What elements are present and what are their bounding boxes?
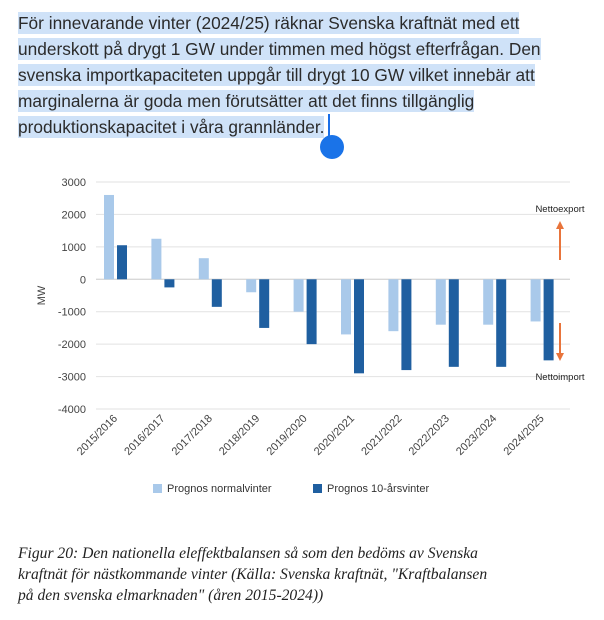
paragraph-line: marginalerna är goda men förutsätter att…	[18, 90, 475, 112]
caption-line: på den svenska elmarknaden" (åren 2015-2…	[18, 587, 324, 604]
y-axis-label: MW	[36, 285, 48, 305]
effektbalans-bar-chart: 3000 2000 1000 0 -1000 -2000 -3000 -4000 MW 2015/…	[36, 177, 585, 495]
bar	[448, 279, 459, 367]
bar	[104, 194, 114, 280]
arrow-up-head	[556, 221, 564, 229]
caption-line: kraftnät för nästkommande vinter (Källa:…	[18, 566, 488, 583]
y-tick-label: 0	[80, 274, 86, 286]
bar	[293, 279, 304, 312]
legend-swatch	[153, 484, 162, 493]
y-tick-label: -4000	[58, 404, 86, 416]
bar	[151, 238, 162, 280]
arrow-down-head	[556, 353, 564, 361]
bar	[388, 279, 399, 332]
selection-handle[interactable]	[320, 135, 344, 159]
annotation-label: Nettoimport	[535, 372, 584, 383]
bar	[483, 279, 494, 325]
figure-caption: Figur 20: Den nationella eleffektbalanse…	[18, 543, 593, 606]
y-tick-label: 1000	[62, 242, 86, 254]
legend-entry: Prognos normalvinter	[167, 483, 272, 495]
bar	[435, 279, 446, 325]
bar	[164, 279, 175, 288]
x-tick-label: 2020/2021	[312, 413, 357, 458]
x-tick-label: 2024/2025	[501, 413, 546, 458]
annotation-label: Nettoexport	[535, 204, 584, 215]
bar	[354, 279, 364, 374]
paragraph-line: underskott på drygt 1 GW under timmen me…	[18, 38, 541, 60]
bar	[117, 245, 127, 280]
x-tick-label: 2022/2023	[407, 413, 452, 458]
bar	[198, 258, 209, 280]
x-tick-label: 2017/2018	[170, 413, 215, 458]
paragraph-line: produktionskapacitet i våra grannländer.	[18, 116, 325, 138]
y-tick-label: 2000	[62, 209, 86, 221]
y-tick-label: -3000	[58, 372, 86, 384]
bar	[496, 279, 507, 367]
bar	[543, 279, 554, 361]
y-tick-label: -2000	[58, 339, 86, 351]
legend-entry: Prognos 10-årsvinter	[327, 483, 429, 495]
bar	[530, 279, 541, 322]
bar	[306, 279, 317, 345]
paragraph-line: För innevarande vinter (2024/25) räknar …	[18, 12, 520, 34]
y-tick-label: 3000	[62, 177, 86, 189]
caption-line: Figur 20: Den nationella eleffektbalanse…	[18, 545, 478, 562]
text-cursor	[328, 114, 330, 138]
paragraph-line: svenska importkapaciteten uppgår till dr…	[18, 64, 535, 86]
legend-swatch	[313, 484, 322, 493]
x-tick-label: 2023/2024	[454, 413, 499, 458]
bar	[259, 279, 270, 328]
bar	[211, 279, 222, 307]
body-paragraph: För innevarande vinter (2024/25) räknar …	[18, 10, 588, 140]
x-tick-label: 2021/2022	[359, 413, 404, 458]
y-tick-label: -1000	[58, 307, 86, 319]
x-tick-label: 2019/2020	[264, 413, 309, 458]
x-tick-label: 2015/2016	[75, 413, 120, 458]
x-tick-label: 2016/2017	[122, 413, 167, 458]
bar	[246, 279, 257, 293]
bar	[341, 279, 351, 335]
x-tick-label: 2018/2019	[217, 413, 262, 458]
bar	[401, 279, 412, 371]
